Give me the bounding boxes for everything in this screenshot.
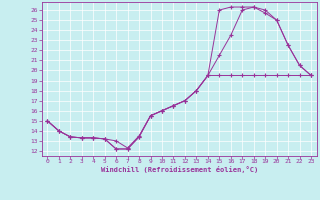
X-axis label: Windchill (Refroidissement éolien,°C): Windchill (Refroidissement éolien,°C)	[100, 166, 258, 173]
